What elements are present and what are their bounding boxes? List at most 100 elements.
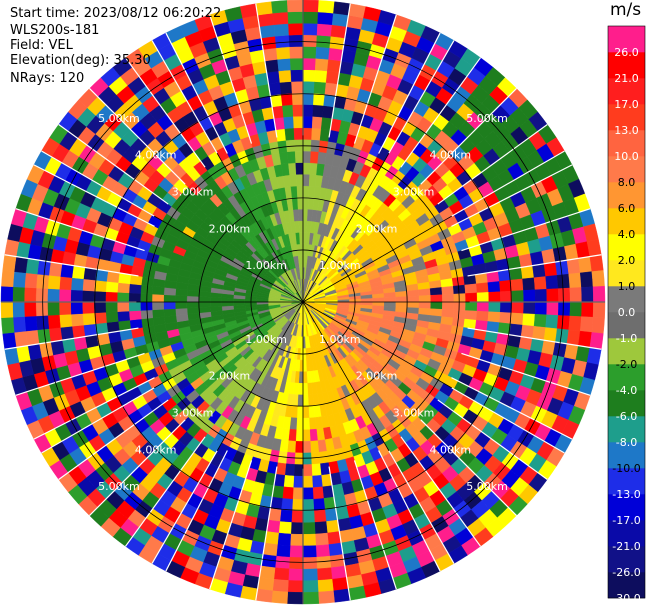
colorbar-tick-label: 4.0 [618,228,636,241]
velocity-bin [209,301,223,308]
velocity-bin [278,69,292,83]
velocity-bin [302,22,318,36]
velocity-bin [581,286,594,303]
velocity-bin [128,310,142,321]
velocity-bin [430,301,443,310]
velocity-bin [47,314,61,329]
velocity-bin [292,487,304,500]
velocity-bin [395,296,408,303]
velocity-bin [383,301,397,308]
velocity-bin [295,429,304,442]
velocity-bin [1,270,15,288]
velocity-bin [569,301,583,317]
velocity-bin [302,46,317,59]
velocity-bin [128,292,141,303]
velocity-bin [418,295,432,303]
velocity-bin [302,0,320,13]
velocity-bin [302,498,315,512]
velocity-bin [533,276,547,291]
velocity-bin [315,544,330,558]
velocity-bin [23,287,37,303]
colorbar-tick-label: 13.0 [614,124,639,137]
velocity-bin [288,568,304,582]
velocity-bin [314,532,329,546]
velocity-bin [487,311,501,323]
velocity-bin [328,542,344,557]
velocity-bin [523,301,536,315]
range-ring-label: 5.00km [466,480,508,493]
velocity-bin [511,290,524,303]
ray-gap [461,352,591,396]
velocity-bin [93,301,107,314]
range-ring-label: 3.00km [172,186,214,199]
velocity-bin [294,440,304,454]
colorbar-segment [608,260,645,287]
velocity-bin [163,308,177,317]
colorbar-segment [608,364,645,391]
velocity-bin [465,292,478,303]
velocity-bin [302,440,312,454]
velocity-bin [117,282,130,294]
velocity-bin [163,301,176,310]
ray-gap [15,352,145,396]
nrays-label: NRays: 120 [10,71,85,86]
ray-gap [4,327,139,350]
colorbar-tick-label: -30.0 [612,592,640,605]
ray-gap [89,419,186,516]
velocity-bin [302,69,316,82]
velocity-bin [312,104,324,118]
velocity-bin [297,382,304,396]
velocity-bin [35,301,49,317]
velocity-bin [47,275,61,290]
velocity-bin [302,522,316,535]
range-ring-label: 2.00km [209,370,251,383]
colorbar-tick-label: 17.0 [614,98,639,111]
velocity-bin [441,293,455,303]
velocity-bin [128,301,141,312]
velocity-bin [290,185,298,199]
velocity-bin [312,486,324,500]
velocity-bin [274,555,290,570]
velocity-bin [578,256,593,274]
velocity-bin [308,417,317,430]
velocity-bin [35,287,49,303]
ray-gap [89,88,186,185]
colorbar-tick-label: 0.0 [618,306,636,319]
velocity-bin [308,405,316,419]
velocity-bin [302,417,310,431]
velocity-bin [255,1,273,16]
velocity-bin [294,452,304,465]
ray-gap [255,466,278,601]
velocity-bin [151,309,165,319]
velocity-bin [257,12,275,27]
velocity-bin [331,577,349,592]
velocity-bin [70,289,83,303]
velocity-bin [117,310,130,322]
velocity-bin [291,498,304,512]
velocity-bin [35,273,50,289]
velocity-bin [316,555,332,570]
velocity-bin [128,283,142,294]
velocity-bin [277,532,292,546]
velocity-bin [313,81,327,95]
range-ring-label: 5.00km [98,480,140,493]
velocity-bin [0,285,14,303]
velocity-bin [317,439,327,453]
velocity-bin [543,327,558,343]
colorbar-segment [608,442,645,469]
velocity-bin [534,288,548,303]
velocity-bin [12,286,25,303]
velocity-bin [289,174,298,187]
azimuth-spoke-outer [388,450,455,564]
velocity-bin [288,162,297,176]
velocity-bin [314,58,329,72]
velocity-bin [293,475,304,489]
velocity-bin [13,256,28,274]
velocity-bin [151,285,165,295]
velocity-bin [290,522,304,535]
velocity-bin [276,544,291,558]
velocity-bin [273,567,290,581]
velocity-bin [282,104,294,118]
velocity-bin [314,521,328,535]
